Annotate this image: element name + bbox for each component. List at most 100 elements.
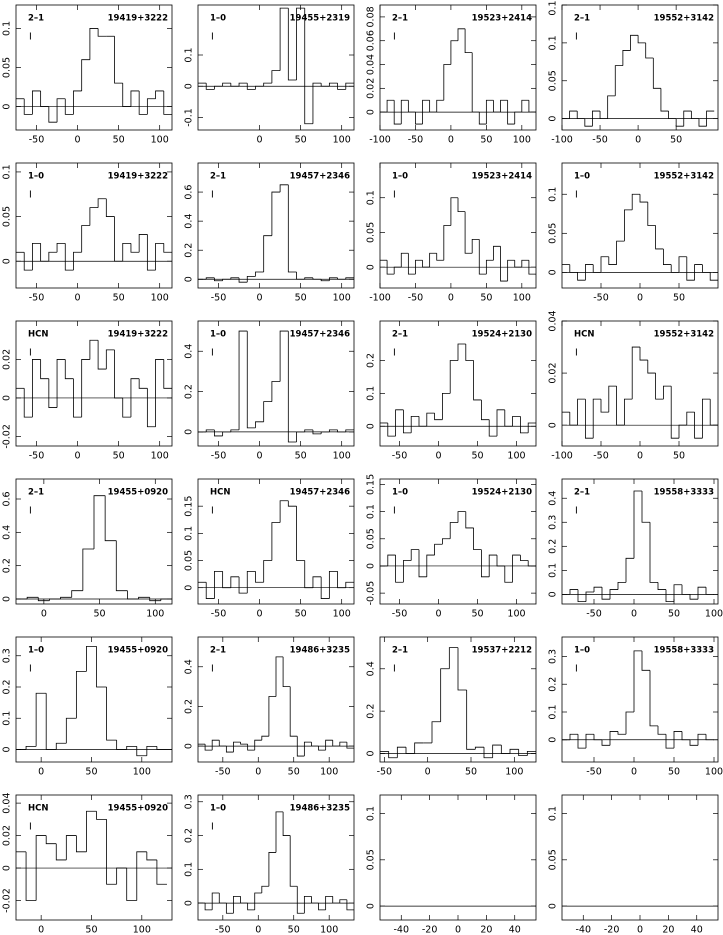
x-tick-label: 100 — [320, 767, 338, 778]
spectrum-channel — [155, 90, 164, 99]
spectrum-channel — [609, 589, 618, 600]
y-tick-label: 0 — [548, 269, 559, 275]
y-tick-label: 0 — [2, 258, 13, 264]
spectrum-channel — [593, 734, 602, 741]
y-tick-label: 0.1 — [366, 504, 377, 519]
spectrum-channel — [318, 746, 326, 751]
spectrum-channel — [296, 736, 305, 757]
y-tick-label: 0.3 — [548, 649, 559, 664]
spectrum-channel — [689, 594, 698, 600]
spectrum-channel — [665, 734, 674, 749]
spectrum-channel — [647, 360, 656, 374]
x-tick-label: 50 — [85, 925, 97, 935]
y-tick-label: 0.1 — [2, 711, 13, 726]
spectrum-channel — [136, 746, 147, 757]
spectrum-channel — [689, 739, 698, 746]
y-tick-label: 0.1 — [2, 164, 13, 179]
spectrum-channel — [312, 576, 322, 588]
spectrum-channel — [410, 415, 419, 433]
spectrum-channel — [637, 35, 646, 44]
spectrum-channel — [624, 398, 633, 426]
spectrum-channel — [639, 194, 648, 203]
spectrum-channel — [93, 495, 106, 549]
x-tick-label: 0 — [255, 767, 261, 778]
scale-marker: I — [211, 664, 214, 675]
spectrum-channel — [279, 330, 289, 382]
transition-label: 2–1 — [28, 488, 44, 498]
x-tick-label: 100 — [505, 767, 523, 778]
x-tick-label: -50 — [408, 135, 424, 146]
y-tick-label: 0 — [2, 865, 13, 871]
x-tick-label: 50 — [668, 767, 680, 778]
x-tick-label: 0 — [75, 293, 81, 304]
spectrum-channel — [48, 378, 58, 408]
y-tick-label: 0.1 — [548, 704, 559, 719]
spectrum-channel — [481, 549, 490, 578]
y-tick-label: 0 — [548, 737, 559, 743]
spectrum-channel — [518, 749, 528, 757]
y-tick-label: 0.3 — [184, 794, 195, 809]
spectrum-channel — [304, 560, 313, 589]
y-tick-label: 0 — [366, 751, 377, 757]
scale-marker: I — [211, 190, 214, 201]
transition-label: 2–1 — [210, 646, 226, 656]
spectrum-channel — [473, 360, 482, 401]
spectrum-channel — [312, 277, 322, 280]
source-name: 19523+2414 — [472, 172, 532, 182]
x-tick-label: -50 — [408, 293, 424, 304]
x-tick-label: -50 — [215, 767, 231, 778]
y-tick-label: -0.02 — [2, 424, 13, 449]
y-tick-label: 0.15 — [366, 474, 377, 495]
spectrum-channel — [641, 650, 650, 671]
x-tick-label: 100 — [513, 135, 531, 146]
spectrum-channel — [138, 596, 150, 599]
x-tick-label: -20 — [604, 925, 620, 935]
spectrum-channel — [287, 331, 297, 443]
source-name: 19486+3235 — [290, 804, 350, 814]
spectrum-channel — [279, 7, 289, 71]
spectrum-channel — [64, 359, 74, 380]
spectrum-channel — [473, 527, 482, 551]
y-tick-label: 0.1 — [366, 386, 377, 401]
spectrum-channel — [275, 656, 284, 697]
spectrum-channel — [138, 234, 148, 253]
spectrum-panel: -50 0 50 100 -0.05 0 0.05 0.1 0.15 1–0 19524+2130 I — [366, 474, 537, 620]
spectrum-channel — [130, 243, 140, 253]
spectrum-channel — [569, 110, 578, 119]
spectrum-channel — [23, 388, 33, 418]
transition-label: 1–0 — [210, 330, 226, 340]
panel-frame — [561, 636, 719, 763]
scale-marker: I — [393, 506, 396, 517]
spectrum-channel — [75, 835, 87, 853]
x-tick-label: 0 — [448, 293, 454, 304]
x-tick-label: 0 — [637, 925, 643, 935]
spectrum-channel — [649, 522, 658, 583]
y-tick-label: -0.05 — [366, 581, 377, 606]
spectrum-channel — [60, 596, 72, 599]
spectrum-panel: -100 -50 0 50 0 0.05 0.1 0.15 2–1 19552+3142 I — [548, 0, 719, 146]
x-tick-label: 50 — [465, 767, 477, 778]
spectrum-channel — [607, 95, 616, 119]
spectrum-channel — [45, 835, 57, 845]
x-tick-label: 100 — [151, 451, 169, 462]
source-name: 19457+2346 — [290, 172, 350, 182]
scale-marker: I — [575, 664, 578, 675]
spectrum-channel — [488, 419, 497, 437]
x-tick-label: 50 — [668, 609, 680, 620]
spectrum-channel — [205, 83, 215, 90]
spectrum-channel — [694, 264, 703, 281]
spectrum-channel — [56, 359, 66, 408]
spectrum-panel: -100 -50 0 50 100 0 0.05 0.1 1–0 19523+2414 I — [366, 162, 537, 304]
spectrum-channel — [304, 277, 313, 280]
y-tick-label: 0 — [2, 395, 13, 401]
spectrum-channel — [493, 100, 501, 113]
x-tick-label: 0 — [637, 451, 643, 462]
y-tick-label: 0.2 — [184, 828, 195, 843]
spectrum-channel — [706, 110, 715, 127]
spectrum-channel — [584, 118, 593, 127]
scale-marker: I — [393, 32, 396, 43]
spectrum-channel — [631, 193, 640, 210]
spectrum-channel — [65, 717, 77, 744]
source-name: 19537+2212 — [472, 646, 532, 656]
spectrum-channel — [512, 415, 521, 427]
